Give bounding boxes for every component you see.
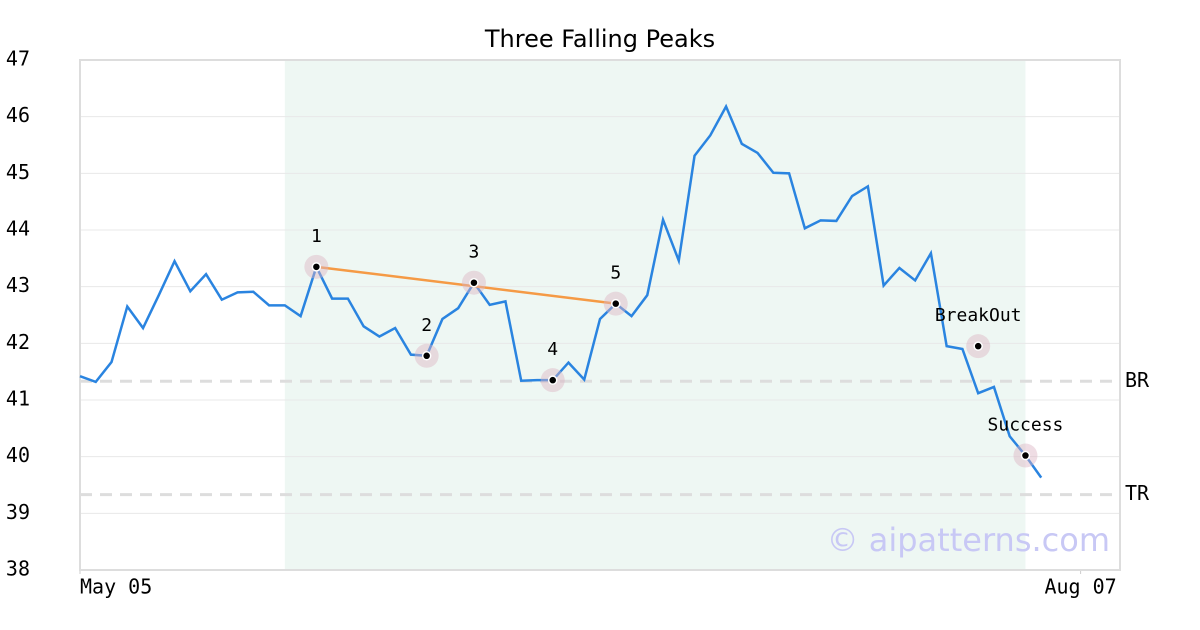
point-dot xyxy=(311,262,322,272)
point-dot xyxy=(973,341,983,351)
shade-region xyxy=(284,60,1026,570)
point-label: 3 xyxy=(469,242,480,263)
level-label: TR xyxy=(1125,481,1150,505)
point-label: 1 xyxy=(311,226,322,247)
y-tick-label: 44 xyxy=(6,217,30,241)
point-dot xyxy=(1020,450,1031,461)
y-tick-label: 42 xyxy=(6,330,30,354)
y-tick-label: 45 xyxy=(6,160,30,184)
x-tick-label: May 05 xyxy=(80,575,152,599)
chart-title: Three Falling Peaks xyxy=(484,25,715,53)
y-tick-label: 47 xyxy=(6,47,30,71)
point-dot xyxy=(611,298,621,309)
y-tick-label: 46 xyxy=(6,103,30,127)
point-label: BreakOut xyxy=(935,305,1022,326)
point-dot xyxy=(469,277,479,288)
y-tick-label: 40 xyxy=(6,443,30,467)
y-tick-label: 38 xyxy=(6,557,30,581)
point-label: 4 xyxy=(547,339,558,360)
watermark: © aipatterns.com xyxy=(827,521,1110,559)
point-label: 5 xyxy=(610,263,621,284)
x-tick-label: Aug 07 xyxy=(1044,575,1116,599)
y-tick-label: 41 xyxy=(6,387,30,411)
level-label: BR xyxy=(1125,368,1150,392)
series-line xyxy=(79,103,1043,479)
y-tick-label: 43 xyxy=(6,273,30,297)
trendline xyxy=(316,265,616,305)
point-dot xyxy=(547,375,558,385)
point-label: 2 xyxy=(421,315,432,336)
point-dot xyxy=(421,351,432,361)
point-label: Success xyxy=(988,415,1064,436)
y-tick-label: 39 xyxy=(6,500,30,524)
plot-frame xyxy=(79,59,1121,571)
